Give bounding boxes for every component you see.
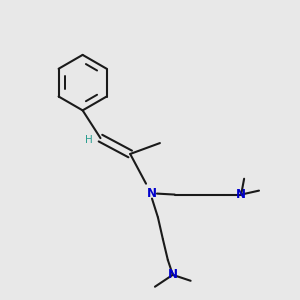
Text: H: H bbox=[85, 135, 92, 145]
Text: N: N bbox=[147, 187, 157, 200]
Text: N: N bbox=[168, 268, 178, 281]
Text: N: N bbox=[236, 188, 246, 201]
